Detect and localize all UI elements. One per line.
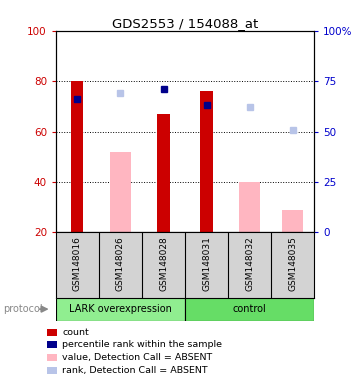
Text: value, Detection Call = ABSENT: value, Detection Call = ABSENT [62, 353, 213, 362]
Bar [157, 114, 170, 232]
Bar [110, 152, 131, 232]
Text: protocol: protocol [4, 304, 43, 314]
Bar [282, 210, 303, 232]
Bar [185, 298, 314, 321]
Text: LARK overexpression: LARK overexpression [69, 304, 172, 314]
Title: GDS2553 / 154088_at: GDS2553 / 154088_at [112, 17, 258, 30]
Text: GSM148031: GSM148031 [202, 236, 211, 291]
Text: GSM148026: GSM148026 [116, 236, 125, 291]
Text: percentile rank within the sample: percentile rank within the sample [62, 340, 222, 349]
Bar [71, 81, 83, 232]
Bar [200, 91, 213, 232]
Text: count: count [62, 328, 89, 337]
Text: GSM148028: GSM148028 [159, 236, 168, 291]
Text: GSM148016: GSM148016 [73, 236, 82, 291]
Text: GSM148032: GSM148032 [245, 236, 254, 291]
Bar [56, 298, 185, 321]
Text: GSM148035: GSM148035 [288, 236, 297, 291]
Bar [239, 182, 260, 232]
Text: control: control [233, 304, 266, 314]
Text: rank, Detection Call = ABSENT: rank, Detection Call = ABSENT [62, 366, 208, 375]
